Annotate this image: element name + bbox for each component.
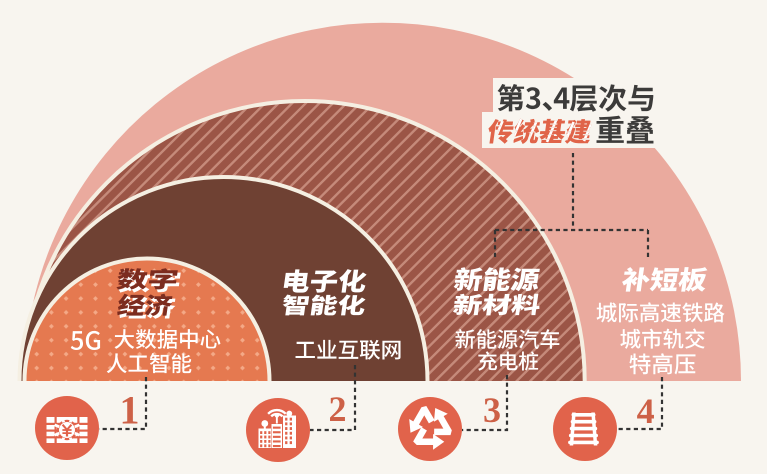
svg-text:4: 4	[637, 391, 655, 431]
svg-text:3: 3	[483, 390, 501, 430]
svg-text:1: 1	[120, 388, 140, 433]
svg-text:2: 2	[329, 389, 347, 429]
